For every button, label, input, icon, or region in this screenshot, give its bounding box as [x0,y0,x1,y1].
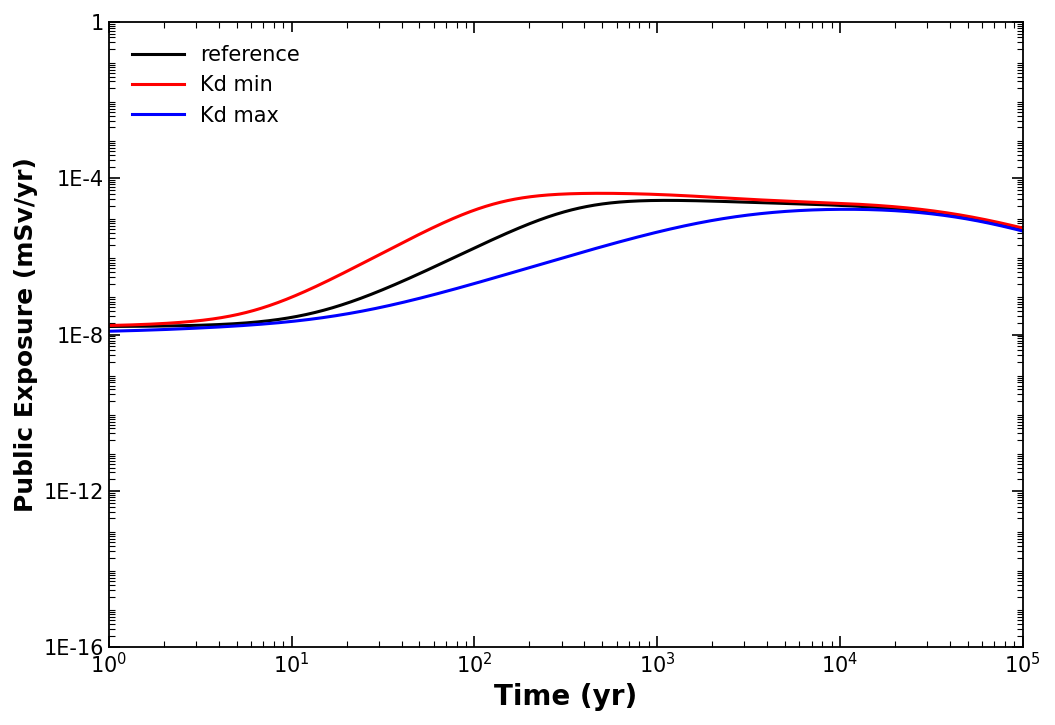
Kd min [900,204,913,212]
reference [102,322,115,331]
Line: Kd max: Kd max [109,210,1022,331]
Kd min [261,302,273,310]
Y-axis label: Public Exposure (mSv/yr): Public Exposure (mSv/yr) [14,157,38,512]
Kd max [1016,227,1029,236]
reference [261,317,273,326]
Legend: reference, Kd min, Kd max: reference, Kd min, Kd max [119,33,312,138]
Kd min [594,189,607,198]
Kd min [1016,224,1029,233]
Kd max [900,207,913,216]
reference [999,222,1012,231]
Kd min [493,198,505,207]
Kd min [102,321,115,330]
Kd max [261,319,273,328]
reference [493,233,505,241]
reference [1016,225,1029,234]
reference [453,251,465,260]
reference [207,320,219,329]
Kd min [999,220,1012,228]
Kd min [207,315,219,323]
Line: Kd min: Kd min [109,194,1022,326]
Kd max [102,327,115,336]
Kd max [207,323,219,331]
reference [660,196,673,204]
Kd max [493,272,505,281]
Line: reference: reference [109,200,1022,326]
Kd max [999,223,1012,231]
X-axis label: Time (yr): Time (yr) [494,683,637,711]
reference [900,205,913,214]
Kd max [453,283,465,292]
Kd max [840,205,852,214]
Kd min [453,212,465,220]
